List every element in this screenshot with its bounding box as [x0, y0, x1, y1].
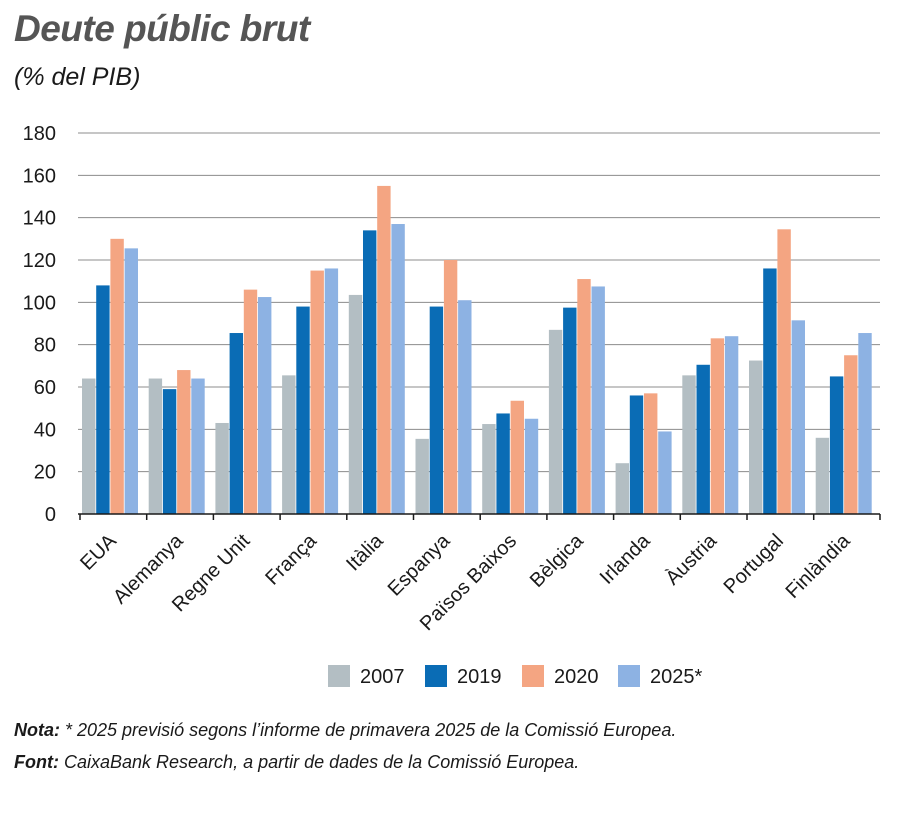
bar	[96, 285, 110, 514]
source-text: CaixaBank Research, a partir de dades de…	[58, 752, 580, 772]
bar	[524, 418, 539, 514]
source-note: Font: CaixaBank Research, a partir de da…	[14, 752, 579, 773]
bar	[258, 297, 272, 514]
bar	[777, 229, 791, 514]
bar	[710, 338, 725, 514]
legend-swatch	[522, 665, 544, 687]
bar	[858, 333, 872, 514]
bar	[310, 270, 324, 514]
y-tick-label: 20	[34, 462, 56, 484]
bar	[82, 378, 96, 514]
bar-chart: 020406080100120140160180EUAAlemanyaRegne…	[23, 123, 881, 688]
legend-label: 2025*	[650, 666, 702, 688]
bar	[324, 268, 339, 514]
x-tick-label: Itàlia	[342, 529, 388, 575]
bar	[510, 400, 524, 514]
bar	[148, 378, 163, 514]
bar	[615, 463, 629, 514]
legend-swatch	[425, 665, 447, 687]
bar	[110, 238, 124, 515]
bar	[243, 289, 258, 514]
bar	[363, 230, 377, 514]
bar	[482, 424, 496, 514]
x-tick-label: Bèlgica	[526, 529, 589, 592]
legend-swatch	[618, 665, 640, 687]
bar	[443, 260, 458, 514]
bar	[548, 329, 563, 514]
bar	[296, 306, 310, 514]
x-tick-label: França	[261, 529, 321, 589]
bar	[348, 294, 363, 514]
bar	[577, 279, 591, 514]
bar	[829, 376, 844, 514]
bar	[696, 364, 710, 514]
bar	[791, 320, 805, 514]
y-tick-label: 60	[34, 377, 56, 399]
legend-label: 2020	[554, 666, 599, 688]
y-tick-label: 0	[45, 504, 56, 526]
bar	[563, 307, 577, 514]
y-tick-label: 80	[34, 335, 56, 357]
bar	[749, 360, 763, 514]
y-tick-label: 160	[23, 165, 56, 187]
y-tick-label: 100	[23, 292, 56, 314]
legend-swatch	[328, 665, 350, 687]
chart-title: Deute públic brut	[14, 8, 310, 49]
bar	[415, 438, 429, 514]
bar	[391, 224, 405, 514]
legend-label: 2019	[457, 666, 502, 688]
x-tick-label: Àustria	[661, 529, 722, 590]
y-tick-label: 140	[23, 208, 56, 230]
x-tick-label: Portugal	[720, 530, 788, 598]
bar	[229, 333, 243, 514]
bar	[844, 355, 858, 514]
bar	[215, 422, 229, 514]
bar	[377, 185, 391, 514]
legend-label: 2007	[360, 666, 405, 688]
footnote-label: Nota:	[14, 720, 60, 740]
source-label: Font:	[14, 752, 59, 772]
bar	[591, 286, 605, 514]
bar	[644, 393, 658, 514]
x-tick-label: EUA	[76, 530, 121, 575]
chart-subtitle: (% del PIB)	[14, 63, 141, 91]
bar	[458, 300, 472, 514]
bar	[724, 336, 739, 514]
bar	[682, 375, 696, 514]
bar	[282, 375, 296, 514]
footnote-text: * 2025 previsió segons l’informe de prim…	[60, 720, 677, 740]
y-tick-label: 40	[34, 419, 56, 441]
x-tick-label: Finlàndia	[782, 529, 856, 603]
bar	[429, 306, 444, 514]
x-tick-label: Irlanda	[596, 529, 655, 588]
y-tick-label: 180	[23, 123, 56, 145]
bar	[629, 395, 644, 514]
bar	[763, 268, 777, 514]
bar	[496, 413, 510, 514]
bar	[124, 248, 138, 514]
y-tick-label: 120	[23, 250, 56, 272]
bar	[177, 370, 191, 514]
bar	[658, 431, 672, 514]
bar	[815, 437, 830, 514]
bar	[162, 389, 177, 514]
bar	[191, 378, 205, 514]
footnote: Nota: * 2025 previsió segons l’informe d…	[14, 720, 676, 741]
